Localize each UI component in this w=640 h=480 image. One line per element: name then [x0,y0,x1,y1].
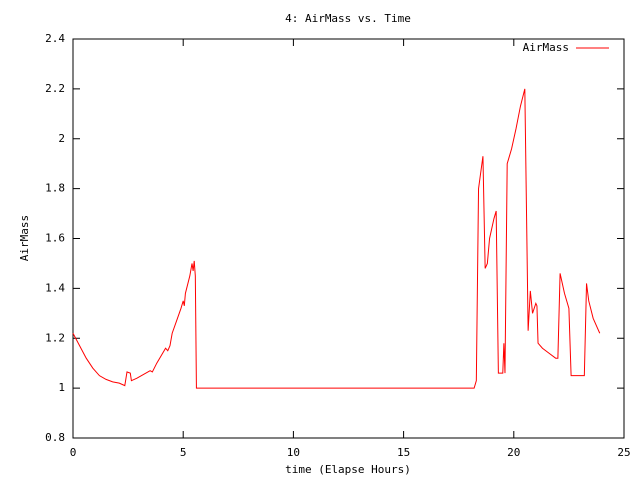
y-tick-label: 1.4 [45,281,65,294]
y-tick-label: 1.2 [45,331,65,344]
data-line [72,88,601,389]
legend-label: AirMass [523,41,569,54]
x-tick-label: 5 [180,446,187,459]
plot-border [72,38,625,439]
y-tick-label: 2.2 [45,82,65,95]
x-tick-label: 20 [507,446,520,459]
x-tick-label: 15 [397,446,410,459]
chart-title: 4: AirMass vs. Time [285,12,411,25]
y-tick-label: 1.8 [45,182,65,195]
x-tick-label: 0 [70,446,77,459]
y-tick-label: 2.4 [45,32,65,45]
y-axis-label: AirMass [18,215,31,261]
x-axis-label: time (Elapse Hours) [285,463,411,476]
x-tick-label: 10 [287,446,300,459]
y-tick-label: 0.8 [45,431,65,444]
y-tick-label: 1 [58,381,65,394]
y-tick-label: 2 [58,132,65,145]
x-tick-label: 25 [617,446,630,459]
y-tick-label: 1.6 [45,232,65,245]
